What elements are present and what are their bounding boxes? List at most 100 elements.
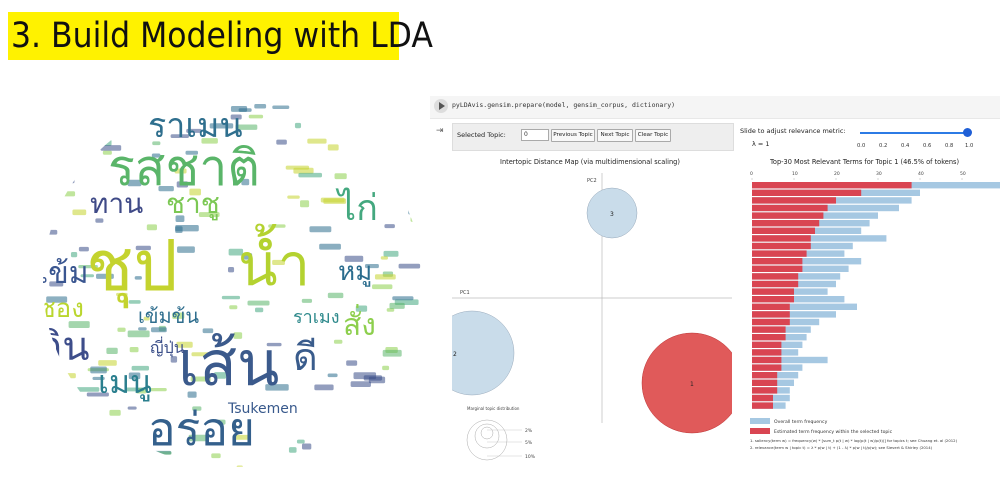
estimated-frequency-bar[interactable] — [752, 235, 811, 242]
small-word-mark — [177, 246, 195, 253]
small-word-mark — [392, 296, 414, 301]
small-word-mark — [276, 139, 287, 145]
next-topic-button[interactable]: Next Topic — [597, 129, 633, 142]
small-word-mark — [230, 114, 242, 120]
small-word-mark — [285, 165, 310, 170]
previous-topic-button[interactable]: Previous Topic — [551, 129, 595, 142]
estimated-frequency-bar[interactable] — [752, 326, 786, 333]
estimated-frequency-bar[interactable] — [752, 394, 773, 402]
estimated-frequency-bar[interactable] — [752, 372, 778, 379]
estimated-frequency-bar[interactable] — [752, 204, 828, 212]
small-word-mark — [170, 134, 189, 138]
topic-bubble-3[interactable] — [586, 187, 638, 239]
small-word-mark — [65, 178, 75, 184]
small-word-mark — [248, 114, 264, 119]
estimated-frequency-bar[interactable] — [752, 189, 862, 196]
small-word-mark — [172, 312, 185, 319]
overall-frequency-bar[interactable] — [752, 235, 887, 242]
small-word-mark — [344, 255, 364, 262]
small-word-mark — [151, 153, 161, 158]
overall-frequency-bar[interactable] — [752, 356, 828, 364]
small-word-mark — [309, 226, 332, 233]
relevance-footnote: 2. relevance(term w | topic t) = λ * p(w… — [750, 445, 933, 450]
estimated-frequency-bar[interactable] — [752, 220, 820, 227]
overall-frequency-bar[interactable] — [752, 258, 862, 265]
word-cloud-word: ชาชู — [166, 187, 220, 221]
small-word-mark — [374, 274, 396, 280]
estimated-frequency-bar[interactable] — [752, 227, 815, 234]
estimated-frequency-bar[interactable] — [752, 356, 782, 364]
bar-axis-tick: 40 — [918, 171, 924, 177]
estimated-frequency-bar[interactable] — [752, 303, 790, 310]
estimated-frequency-bar[interactable] — [752, 280, 799, 288]
small-word-mark — [175, 215, 185, 223]
slider-tick: 0.0 — [857, 143, 866, 149]
selected-topic-input[interactable]: 0 — [521, 129, 549, 141]
small-word-mark — [382, 365, 390, 371]
estimated-frequency-bar[interactable] — [752, 349, 782, 356]
small-word-mark — [86, 392, 109, 397]
estimated-frequency-bar[interactable] — [752, 273, 799, 280]
word-cloud-word: ทาน — [90, 187, 143, 220]
code-text[interactable]: pyLDAvis.gensim.prepare(model, gensim_co… — [452, 101, 676, 109]
small-word-mark — [217, 419, 226, 425]
estimated-frequency-bar[interactable] — [752, 364, 782, 371]
small-word-mark — [287, 195, 300, 199]
estimated-frequency-bar[interactable] — [752, 242, 811, 250]
small-word-mark — [221, 295, 241, 300]
small-word-mark — [189, 188, 201, 196]
estimated-frequency-bar[interactable] — [752, 212, 824, 219]
estimated-frequency-bar[interactable] — [752, 318, 790, 326]
small-word-mark — [369, 428, 391, 435]
small-word-mark — [170, 356, 178, 363]
small-word-mark — [151, 327, 167, 333]
marginal-distribution-title: Marginal topic distribution — [467, 406, 520, 411]
small-word-mark — [78, 265, 98, 269]
small-word-mark — [198, 212, 220, 217]
bar-axis-tick: 30 — [876, 171, 882, 177]
estimated-frequency-bar[interactable] — [752, 265, 803, 272]
small-word-mark — [102, 150, 112, 155]
estimated-frequency-bar[interactable] — [752, 296, 794, 303]
estimated-frequency-bar[interactable] — [752, 387, 778, 394]
small-word-mark — [187, 391, 197, 398]
estimated-frequency-bar[interactable] — [752, 379, 778, 386]
estimated-frequency-bar[interactable] — [752, 402, 773, 409]
estimated-frequency-bar[interactable] — [752, 288, 794, 295]
overall-frequency-bar[interactable] — [752, 303, 857, 310]
estimated-frequency-bar[interactable] — [752, 197, 836, 204]
topic-bubble-2[interactable] — [452, 310, 515, 396]
small-word-mark — [78, 100, 88, 108]
estimated-frequency-bar[interactable] — [752, 250, 807, 257]
word-cloud-word: Tsukemen — [227, 401, 298, 417]
small-word-mark — [414, 394, 423, 399]
small-word-mark — [298, 172, 323, 178]
small-word-mark — [301, 298, 313, 303]
relevance-slider-handle[interactable] — [963, 128, 972, 137]
code-cell[interactable]: pyLDAvis.gensim.prepare(model, gensim_co… — [430, 96, 1000, 119]
overall-frequency-bar[interactable] — [752, 296, 845, 303]
small-word-mark — [389, 302, 405, 309]
run-cell-icon[interactable] — [434, 99, 448, 113]
estimated-frequency-bar[interactable] — [752, 182, 912, 189]
small-word-mark — [106, 113, 130, 121]
small-word-mark — [60, 191, 76, 197]
overall-frequency-bar[interactable] — [752, 311, 836, 318]
small-word-mark — [146, 224, 157, 231]
clear-topic-button[interactable]: Clear Topic — [635, 129, 671, 142]
small-word-mark — [230, 106, 248, 112]
relevance-slider-track[interactable] — [860, 132, 968, 134]
estimated-frequency-bar[interactable] — [752, 258, 803, 265]
small-word-mark — [313, 100, 325, 104]
estimated-frequency-bar[interactable] — [752, 311, 790, 318]
top-terms-bar-chart: 0 10 20 30 40 50 Overall term frequency Estim… — [750, 171, 1000, 450]
estimated-frequency-bar[interactable] — [752, 341, 782, 348]
slider-tick: 0.4 — [901, 143, 910, 149]
estimated-frequency-bar[interactable] — [752, 334, 786, 341]
word-cloud-word: ไก่ — [335, 187, 378, 229]
bar-axis-tick: 20 — [834, 171, 840, 177]
topic-bubble-1[interactable] — [641, 332, 732, 434]
small-word-mark — [94, 459, 103, 466]
small-word-mark — [176, 341, 193, 348]
small-word-mark — [188, 434, 208, 442]
